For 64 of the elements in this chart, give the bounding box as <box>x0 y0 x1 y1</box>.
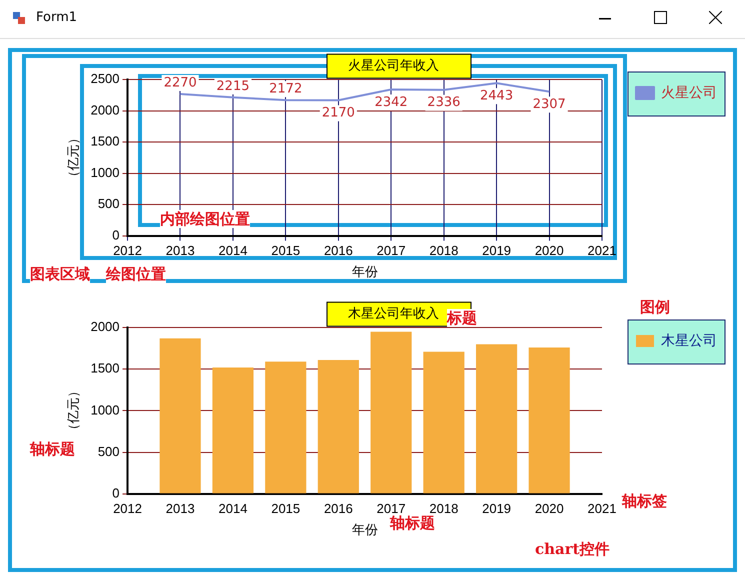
y-tick-label: 1000 <box>90 402 120 418</box>
annotation: 内部绘图位置 <box>160 210 250 228</box>
x-tick-label: 2018 <box>429 243 458 258</box>
text: 轴标签 <box>622 492 667 510</box>
y-tick-label: 2500 <box>90 71 120 86</box>
x-tick-label: 2020 <box>534 501 564 516</box>
text: chart控件 <box>535 540 610 558</box>
y-tick-label: 500 <box>98 196 120 212</box>
y-tick-label: 1500 <box>90 134 120 149</box>
text: 绘图位置 <box>106 265 166 283</box>
data-label: 2270 <box>164 75 197 90</box>
x-tick-label: 2015 <box>271 501 300 516</box>
x-tick-label: 2016 <box>324 501 353 516</box>
text: Form1 <box>36 10 78 25</box>
x-tick-label: 2014 <box>218 501 248 516</box>
text: 图例 <box>640 298 670 316</box>
y-tick-label: 1500 <box>90 360 120 376</box>
x-axis-title: 年份 <box>352 522 378 537</box>
x-tick-label: 2016 <box>324 243 353 258</box>
bar <box>160 338 201 494</box>
x-tick-label: 2020 <box>534 243 564 258</box>
y-tick-label: 1000 <box>90 164 120 180</box>
data-label: 2170 <box>322 106 355 121</box>
data-label: 2443 <box>480 88 514 104</box>
text: 轴标题 <box>390 514 435 532</box>
legend-label: 火星公司 <box>661 84 717 100</box>
data-label: 2172 <box>269 81 302 96</box>
bar <box>476 344 518 494</box>
chart-title: 火星公司年收入 <box>348 57 439 72</box>
x-tick-label: 2013 <box>166 501 195 516</box>
data-label: 2215 <box>216 78 250 94</box>
chart-title: 木星公司年收入 <box>348 305 439 320</box>
text: 轴标题 <box>30 440 75 458</box>
data-label: 2336 <box>427 95 460 110</box>
bar <box>212 367 254 494</box>
y-axis-title: （亿元） <box>65 384 80 437</box>
x-tick-label: 2014 <box>218 243 248 258</box>
y-tick-label: 500 <box>98 444 120 459</box>
x-tick-label: 2012 <box>113 243 142 258</box>
y-tick-label: 0 <box>112 485 120 500</box>
text: 图表区域 <box>30 265 90 283</box>
x-tick-label: 2015 <box>271 243 300 258</box>
data-label: 2307 <box>532 97 566 112</box>
bar <box>423 352 464 494</box>
bar <box>370 332 412 494</box>
x-tick-label: 2013 <box>166 243 195 258</box>
x-tick-label: 2019 <box>482 243 512 258</box>
text: 标题 <box>447 309 477 327</box>
x-axis-title: 年份 <box>352 264 378 279</box>
y-axis-title: （亿元） <box>65 132 80 184</box>
bar <box>265 362 306 494</box>
x-tick-label: 2017 <box>376 243 406 258</box>
x-tick-label: 2021 <box>588 501 616 516</box>
x-tick-label: 2017 <box>376 501 406 516</box>
y-tick-label: 2000 <box>90 102 120 118</box>
bar <box>528 348 570 494</box>
x-tick-label: 2018 <box>429 501 458 516</box>
y-tick-label: 2000 <box>90 319 120 334</box>
x-tick-label: 2019 <box>482 501 512 516</box>
y-tick-label: 0 <box>112 227 120 242</box>
x-tick-label: 2012 <box>113 501 142 516</box>
legend-label: 木星公司 <box>661 332 717 348</box>
bar <box>318 360 359 494</box>
data-label: 2342 <box>374 94 408 110</box>
